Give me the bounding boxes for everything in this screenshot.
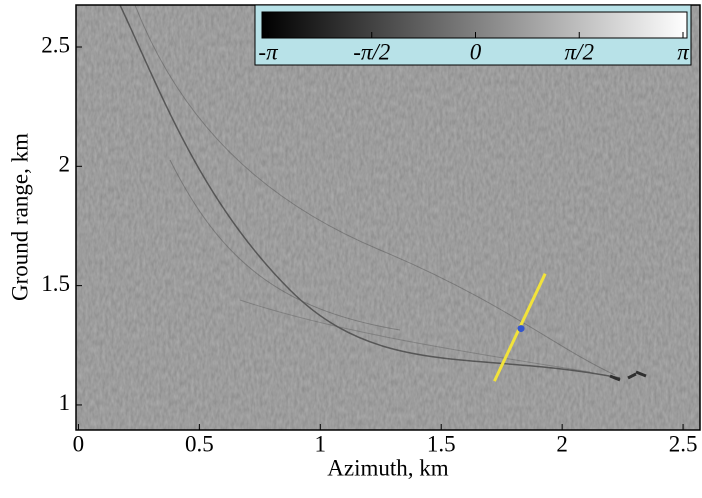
y-axis-label: Ground range, km: [7, 133, 32, 301]
x-tick-label: 2: [556, 431, 568, 456]
colorbar-gradient: [262, 12, 687, 38]
colorbar-tick-label: -π/2: [353, 39, 390, 64]
y-tick-label: 2: [59, 152, 71, 177]
colorbar: -π -π/2 0 π/2 π: [255, 5, 691, 65]
x-tick-label: 0.5: [185, 431, 214, 456]
chart: -π -π/2 0 π/2 π Azimuth, km Ground range, km…: [0, 0, 702, 493]
x-tick-label: 1.5: [427, 431, 456, 456]
colorbar-tick-label: π/2: [565, 39, 594, 64]
x-axis-label: Azimuth, km: [327, 455, 448, 480]
point: [518, 325, 525, 332]
x-tick-label: 2.5: [669, 431, 698, 456]
colorbar-tick-label: π: [677, 39, 690, 64]
y-tick-label: 1.5: [41, 271, 70, 296]
plot-area: [76, 5, 700, 430]
colorbar-tick-label: 0: [470, 39, 482, 64]
x-tick-label: 1: [315, 431, 327, 456]
y-tick-label: 2.5: [41, 32, 70, 57]
phase-image: [76, 5, 700, 430]
x-tick-label: 0: [73, 431, 85, 456]
colorbar-tick-label: -π: [258, 39, 279, 64]
y-tick-label: 1: [59, 390, 71, 415]
